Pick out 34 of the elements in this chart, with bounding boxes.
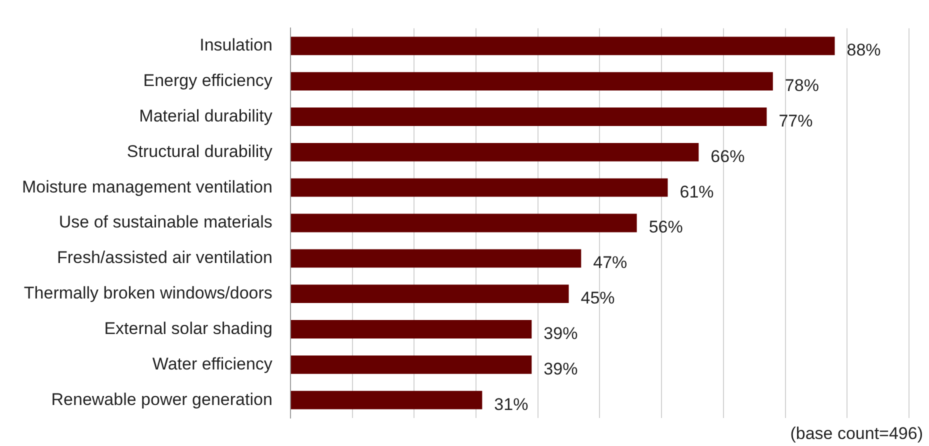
bar	[290, 36, 835, 56]
bar	[290, 72, 773, 91]
data-label: 47%	[593, 253, 628, 272]
y-tick-label: Fresh/assisted air ventilation	[56, 248, 272, 268]
y-tick-label: Moisture management ventilation	[22, 177, 272, 196]
data-label: 31%	[494, 394, 528, 414]
y-tick-label: Water efficiency	[152, 354, 273, 374]
data-label: 66%	[710, 146, 745, 166]
text: (base count=496)	[790, 424, 923, 444]
bar	[290, 178, 668, 197]
bar	[290, 390, 482, 410]
bar	[290, 249, 582, 268]
y-tick-label: Material durability	[139, 106, 273, 126]
y-tick-label: Thermally broken windows/doors	[24, 284, 272, 303]
y-tick-label: Insulation	[200, 36, 272, 55]
bar	[290, 142, 699, 162]
bar	[290, 284, 569, 304]
data-label: 77%	[778, 111, 813, 130]
data-label: 78%	[784, 76, 819, 96]
bar	[290, 320, 532, 338]
y-tick-label: External solar shading	[104, 318, 272, 338]
data-label: 61%	[680, 182, 714, 202]
bar	[290, 214, 637, 232]
data-label: 88%	[846, 40, 881, 60]
data-label: 39%	[544, 359, 578, 378]
bar	[290, 108, 767, 126]
y-tick-label: Use of sustainable materials	[58, 212, 272, 232]
y-tick-label: Renewable power generation	[51, 390, 272, 409]
data-label: 56%	[648, 218, 683, 237]
data-label: 39%	[544, 324, 578, 343]
y-tick-label: Structural durability	[126, 142, 273, 161]
bar	[290, 355, 532, 374]
y-tick-label: Energy efficiency	[143, 71, 273, 90]
data-label: 45%	[580, 288, 615, 308]
